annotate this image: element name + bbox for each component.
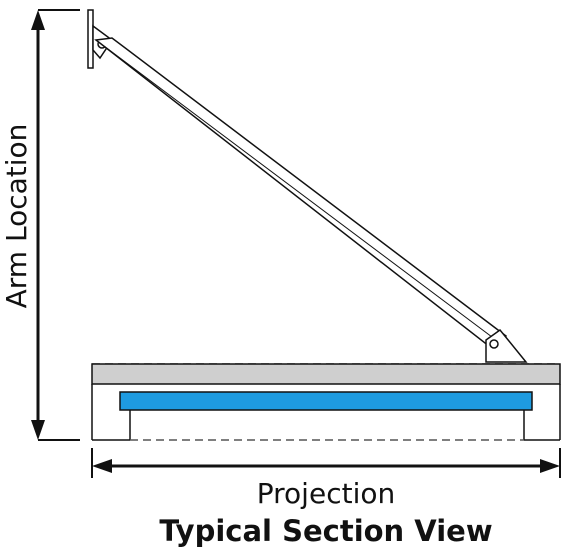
arm-centerline <box>103 45 501 344</box>
lower-hinge <box>485 328 528 363</box>
arrowhead-left-icon <box>92 459 112 473</box>
top-gray-bar <box>91 363 561 385</box>
projection-dimension: Projection <box>91 448 561 510</box>
projection-label: Projection <box>257 477 395 510</box>
blue-inner-panel <box>119 391 533 411</box>
lower-hinge-bracket <box>485 328 528 363</box>
canopy-section <box>91 363 561 441</box>
arm-location-label: Arm Location <box>0 124 33 309</box>
support-arm <box>94 37 508 352</box>
arrowhead-up-icon <box>31 10 45 30</box>
diagram-caption: Typical Section View <box>159 514 492 548</box>
lower-pivot-bolt-icon <box>489 339 499 349</box>
arm-location-dimension: Arm Location <box>0 9 80 441</box>
arrowhead-down-icon <box>31 420 45 440</box>
arrowhead-right-icon <box>540 459 560 473</box>
